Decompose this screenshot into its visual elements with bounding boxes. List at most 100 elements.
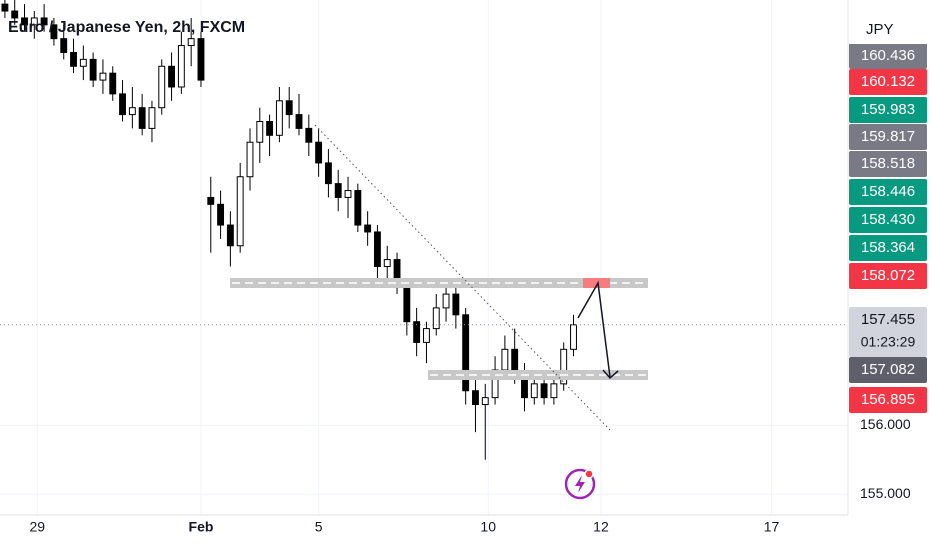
countdown: 01:23:29: [861, 334, 916, 350]
candle-body: [119, 93, 126, 116]
candle-body: [373, 231, 381, 267]
candle-body: [383, 259, 391, 267]
resistance-zone: [230, 278, 648, 288]
price-tag: [849, 179, 927, 205]
trendline: [314, 124, 611, 431]
price-tags: 160.436 160.132 159.983 159.817 158.518 158.4…: [849, 43, 927, 413]
price-tag: [849, 124, 927, 150]
candle-body: [354, 190, 362, 226]
candle-body: [197, 38, 205, 81]
candle-body: [324, 162, 332, 185]
price-tag: [849, 357, 927, 383]
candle-body: [442, 293, 450, 309]
candle-body: [423, 328, 430, 343]
candle-body: [521, 376, 528, 399]
price-tag-label: 158.364: [861, 239, 915, 256]
candle-body: [540, 383, 548, 399]
candle-body: [452, 293, 460, 316]
candle-body: [295, 114, 303, 129]
price-tag: [849, 43, 927, 69]
candle-body: [79, 58, 87, 67]
candle-body: [364, 224, 372, 233]
candle-body: [40, 17, 48, 26]
price-tag-label: 156.895: [861, 391, 915, 408]
price-tag: [849, 307, 927, 357]
candle-body: [560, 348, 568, 385]
candle-body: [148, 107, 156, 129]
candle-body: [305, 127, 313, 143]
candle-body: [236, 176, 244, 247]
candle-body: [109, 72, 117, 95]
candle-body: [432, 307, 440, 330]
candle-body: [217, 203, 225, 226]
candle-body: [207, 196, 215, 205]
target-box: [583, 278, 610, 288]
currency[interactable]: JPY: [866, 21, 894, 38]
candle-body: [30, 17, 38, 26]
candle-body: [187, 38, 195, 47]
candle-body: [158, 65, 166, 109]
candle-body: [501, 348, 509, 371]
candle-body: [246, 141, 254, 178]
x-tick-label: 10: [480, 519, 496, 535]
price-tag: [849, 151, 927, 177]
candle-body: [99, 72, 107, 81]
currency-box[interactable]: [849, 12, 929, 44]
candle-body: [168, 65, 176, 88]
price-tag-label: 159.983: [861, 101, 915, 118]
price-tag-label: 158.430: [861, 211, 915, 228]
candle-body: [550, 383, 558, 399]
candle-body: [128, 107, 136, 116]
candle-body: [462, 314, 470, 392]
candle-body: [89, 58, 97, 81]
price-tag-label: 158.072: [861, 267, 915, 284]
price-tag-label: 160.436: [861, 47, 915, 64]
candle-body: [530, 383, 538, 399]
x-tick-label: Feb: [189, 519, 214, 535]
price-tag: [849, 387, 927, 413]
candle-body: [275, 100, 283, 136]
candle-body: [266, 121, 274, 136]
candle-body: [403, 286, 411, 323]
candle-body: [1, 3, 9, 12]
price-tag-label: 157.455: [861, 311, 915, 328]
x-tick-label: 5: [315, 519, 323, 535]
candle-body: [472, 390, 479, 406]
chart-title: Euro / Japanese Yen, 2h, FXCM: [8, 19, 245, 36]
price-tag-label: 158.446: [861, 183, 915, 200]
candle-body: [70, 51, 77, 67]
price-tag: [849, 69, 927, 95]
candle-body: [344, 190, 352, 198]
projection-arrow: [577, 280, 611, 378]
y-tick-label: 156.000: [860, 416, 911, 432]
x-tick-label: 29: [29, 519, 45, 535]
x-tick-label: 12: [593, 519, 609, 535]
price-tag: [849, 97, 927, 123]
price-tag-label: 158.518: [861, 155, 915, 172]
candle-body: [334, 183, 342, 198]
price-tag: [849, 235, 927, 261]
candle-body: [60, 38, 68, 53]
lightning-icon[interactable]: [564, 468, 596, 500]
candle-body: [138, 107, 146, 129]
candle-body: [11, 10, 19, 19]
candle-body: [285, 100, 293, 116]
price-tag: [849, 207, 927, 233]
price-tag: [849, 263, 927, 289]
candle-body: [256, 121, 264, 143]
candle-body: [50, 24, 58, 40]
arrow-head: [602, 369, 619, 380]
candle-body: [481, 397, 489, 406]
price-tag-label: 159.817: [861, 128, 915, 145]
candle-body: [570, 324, 577, 350]
candle-body: [177, 45, 185, 88]
drawings: [230, 124, 648, 431]
y-tick-label: 155.000: [860, 485, 911, 501]
price-tag-label: 157.082: [861, 361, 915, 378]
candle-body: [21, 17, 28, 26]
x-tick-label: 17: [764, 519, 780, 535]
candle-body: [226, 224, 234, 247]
candle-body: [315, 141, 323, 164]
